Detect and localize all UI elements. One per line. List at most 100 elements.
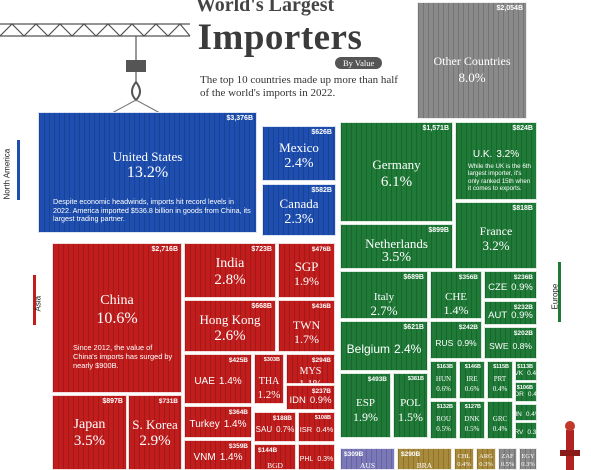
tile-name-canada: Canada — [279, 196, 319, 211]
tile-value-hk: $668B — [251, 303, 272, 310]
tile-value-prt: $115B — [493, 364, 509, 370]
tile-prt: $115B PRT 0.4% — [487, 361, 513, 399]
tile-name-egy: EGY — [521, 453, 535, 460]
tile-dnk: $127B DNK 0.5% — [459, 401, 485, 439]
worker-illustration — [560, 421, 580, 470]
chart-title-line1: World's Largest — [195, 0, 335, 16]
tile-name-chl: CHL — [457, 453, 471, 460]
tile-share-netherlands: 3.5% — [381, 250, 412, 265]
tile-share-dnk: 0.5% — [464, 425, 480, 433]
tile-name-china: China — [100, 293, 134, 308]
tile-name-france: France — [479, 224, 513, 238]
tile-name-hrv: HRV — [515, 429, 524, 437]
tile-swe: $202B SWE 0.8% — [484, 327, 537, 359]
tile-china: $2,716B China 10.6% Since 2012, the value o… — [52, 243, 182, 393]
tile-value-dnk: $127B — [464, 404, 481, 410]
tile-share-aut: 0.9% — [511, 310, 533, 322]
tile-other: $2,054B Other Countries 8.0% — [417, 2, 527, 119]
tile-share-svk: 0.4% — [527, 369, 537, 377]
tile-share-mexico: 2.4% — [284, 156, 314, 171]
tile-name-bgd: BGD — [267, 460, 283, 470]
tile-value-twn: $436B — [311, 303, 331, 310]
tile-share-twn: 1.7% — [294, 332, 319, 346]
tile-aut: $232B AUT 0.9% — [484, 301, 537, 325]
tile-share-fin: 0.4% — [525, 411, 536, 419]
tile-pol: $381B POL 1.5% — [393, 373, 428, 438]
tile-share-egy: 0.3% — [521, 461, 535, 468]
tile-value-bra: $290B — [401, 451, 421, 458]
tile-value-us: $3,376B — [226, 115, 253, 122]
tile-value-tha: $303B — [263, 357, 280, 363]
tile-value-vnm: $359B — [228, 443, 248, 450]
tile-value-mexico: $626B — [311, 129, 332, 136]
tile-value-china: $2,716B — [151, 246, 178, 253]
tile-svk: $113BSVK0.4% — [515, 361, 537, 381]
tile-share-hrv: 0.3% — [527, 429, 537, 437]
tile-value-uk: $824B — [512, 125, 533, 132]
tile-name-fin: FIN — [515, 411, 522, 419]
tile-share-vnm: 1.4% — [219, 452, 243, 463]
tile-name-tha: THA — [258, 376, 280, 387]
tile-note-uk: While the UK is the 6th largest importer… — [468, 163, 531, 193]
tile-name-phl: PHL — [299, 455, 314, 463]
tile-name-prt: PRT — [493, 375, 507, 383]
tile-france: $818B France 3.2% — [455, 202, 537, 269]
tile-name-turkey: Turkey — [189, 419, 220, 430]
tile-value-canada: $582B — [311, 187, 332, 194]
tile-hk: $668B Hong Kong 2.6% — [184, 300, 276, 352]
tile-value-che: $356B — [458, 274, 478, 281]
tile-name-grc: GRC — [492, 415, 508, 423]
tile-name-uk: U.K. — [472, 149, 493, 160]
tile-label-row-fin: FIN0.4% — [516, 411, 536, 418]
tile-twn: $436B TWN 1.7% — [278, 300, 335, 352]
tile-name-arg: ARG — [479, 453, 493, 460]
tile-belgium: $621B Belgium 2.4% — [340, 321, 428, 371]
tile-zaf: ZAF 0.5% — [498, 448, 517, 470]
tile-share-prt: 0.4% — [492, 385, 508, 393]
tile-value-mys: $294B — [311, 357, 331, 364]
tile-skorea: $731B S. Korea 2.9% — [128, 395, 182, 470]
tile-name-mexico: Mexico — [279, 140, 319, 155]
region-label-asia: Asia — [33, 295, 43, 312]
tile-label-row-hrv: HRV0.3% — [516, 429, 536, 436]
tile-value-bgd: $144B — [258, 447, 278, 454]
tile-value-ire: $146B — [464, 364, 481, 370]
tile-mys: $294B MYS 1.1% — [286, 354, 335, 384]
tile-share-uk: 3.2% — [496, 149, 520, 160]
tile-value-rou: $132B — [436, 404, 453, 410]
tile-name-rou: ROU — [436, 415, 451, 423]
tile-name-skorea: S. Korea — [132, 417, 178, 432]
tile-value-uae: $425B — [228, 357, 248, 364]
tile-value-italy: $689B — [403, 274, 424, 281]
tile-name-other: Other Countries — [433, 54, 511, 68]
tile-name-mys: MYS — [299, 366, 322, 377]
tile-egy: EGY 0.3% — [519, 448, 537, 470]
tile-esp: $493B ESP 1.9% — [340, 373, 391, 438]
tile-name-aus: AUS — [359, 460, 375, 470]
tile-name-india: India — [215, 256, 245, 271]
tile-value-hun: $163B — [436, 364, 453, 370]
tile-share-other: 8.0% — [458, 70, 486, 85]
tile-grc: GRC 0.4% — [487, 401, 513, 439]
tile-hun: $163B HUN 0.6% — [430, 361, 457, 399]
tile-share-uae: 1.4% — [218, 376, 242, 387]
tile-cze: $236B CZE 0.9% — [484, 271, 537, 299]
tile-name-pol: POL — [400, 397, 421, 409]
tile-name-twn: TWN — [292, 318, 321, 332]
tile-label-row-rus: RUS 0.9% — [431, 338, 481, 348]
tile-share-rus: 0.9% — [457, 337, 477, 348]
tile-share-skorea: 2.9% — [139, 433, 171, 449]
tile-share-hun: 0.6% — [436, 385, 451, 393]
tile-share-arg: 0.3% — [479, 461, 493, 468]
tile-japan: $897B Japan 3.5% — [52, 395, 127, 470]
tile-uae: $425B UAE 1.4% — [184, 354, 252, 404]
tile-name-bra: BRA — [416, 460, 433, 470]
tile-value-pol: $381B — [407, 376, 424, 382]
tile-isr: $108B ISR 0.4% — [298, 412, 335, 442]
tile-name-aut: AUT — [488, 310, 508, 322]
tile-idn: $237B IDN 0.9% — [286, 385, 335, 410]
tile-label-row-sau: SAU 0.7% — [255, 425, 295, 434]
region-label-north-america: North America — [2, 148, 12, 200]
tile-value-rus: $242B — [458, 324, 478, 331]
